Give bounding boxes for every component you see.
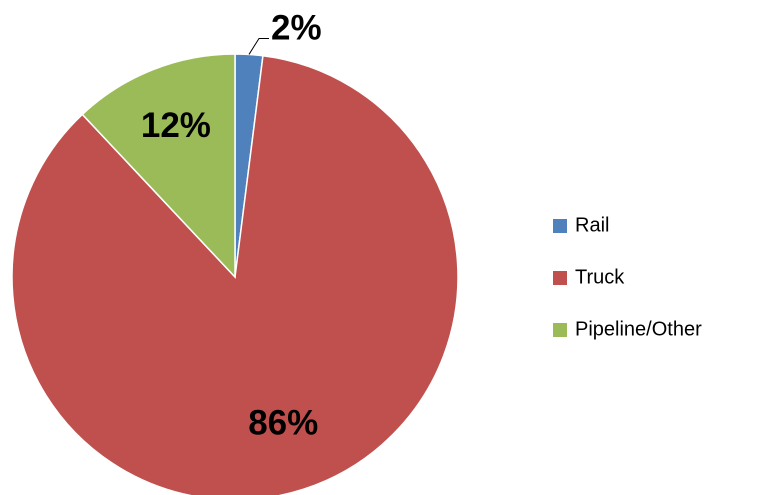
value-label: 12% [141, 106, 211, 145]
value-label: 86% [248, 404, 318, 443]
legend-swatch [553, 271, 567, 285]
leader-line [248, 37, 270, 55]
legend-swatch [553, 219, 567, 233]
value-label: 2% [271, 9, 322, 48]
pie-slice [11, 54, 459, 495]
legend-label: Truck [575, 266, 625, 288]
legend-label: Rail [575, 214, 609, 236]
legend-swatch [553, 323, 567, 337]
legend-label: Pipeline/Other [575, 318, 702, 340]
pie-slice [81, 53, 236, 279]
